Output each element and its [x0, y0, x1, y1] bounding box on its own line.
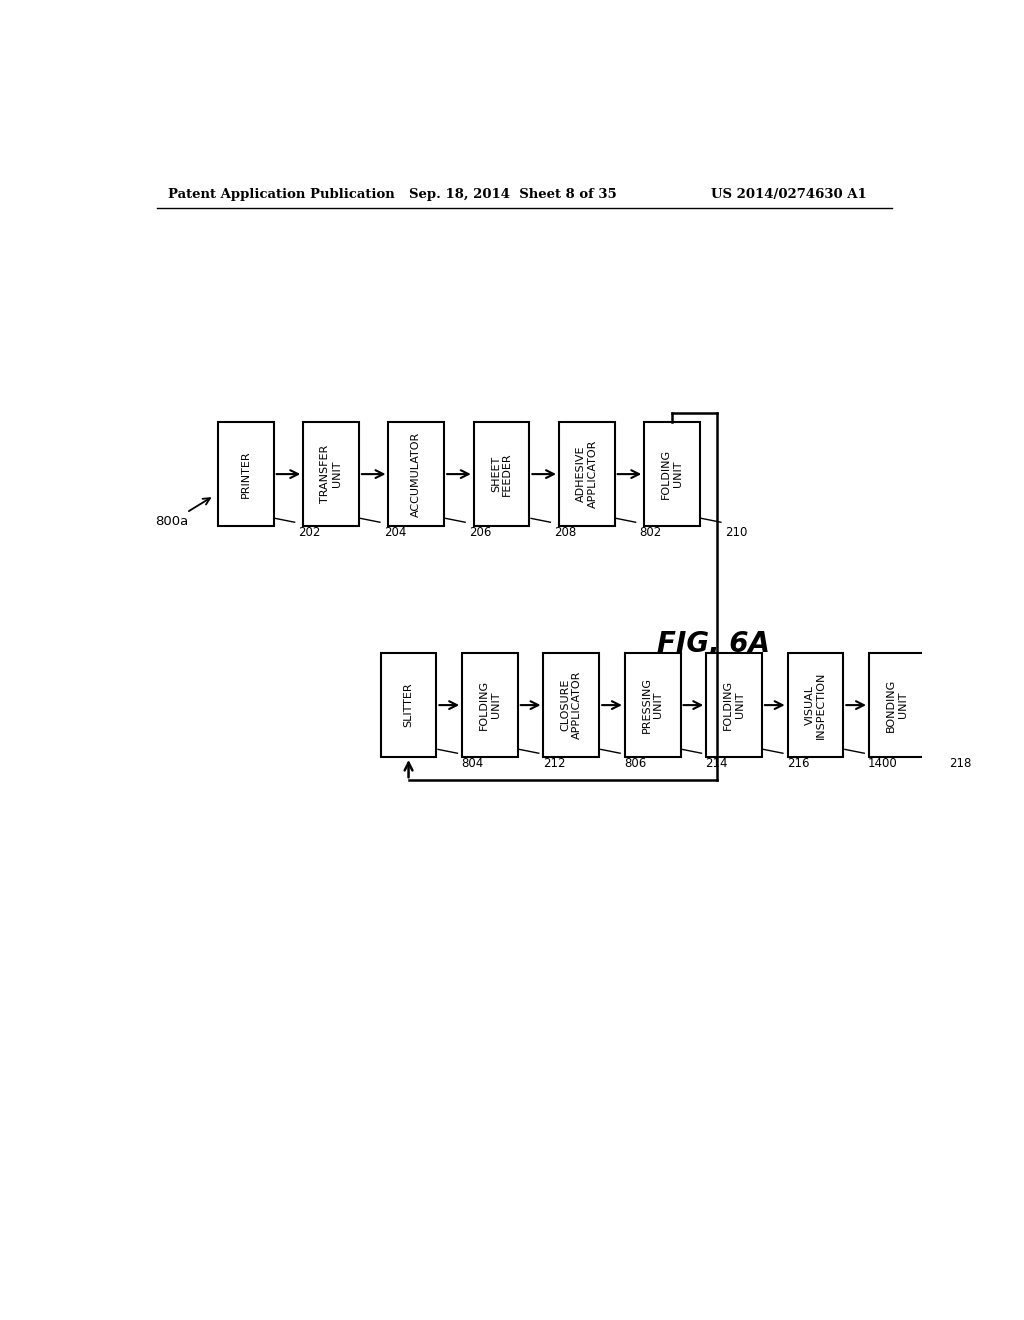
Text: 202: 202	[299, 527, 321, 539]
Text: PRINTER: PRINTER	[241, 450, 251, 498]
Bar	[707, 653, 762, 758]
Text: 208: 208	[554, 527, 577, 539]
Text: FOLDING
UNIT: FOLDING UNIT	[479, 680, 501, 730]
Text: PRESSING
UNIT: PRESSING UNIT	[642, 677, 664, 733]
Text: Patent Application Publication: Patent Application Publication	[168, 187, 395, 201]
Bar	[303, 422, 359, 527]
Text: 206: 206	[469, 527, 492, 539]
Text: FOLDING
UNIT: FOLDING UNIT	[723, 680, 744, 730]
Bar	[381, 653, 436, 758]
Text: US 2014/0274630 A1: US 2014/0274630 A1	[711, 187, 866, 201]
Bar	[544, 653, 599, 758]
Bar	[474, 422, 529, 527]
Bar	[388, 422, 444, 527]
Text: 218: 218	[949, 758, 972, 770]
Text: ACCUMULATOR: ACCUMULATOR	[412, 432, 421, 516]
Text: TRANSFER
UNIT: TRANSFER UNIT	[321, 445, 342, 503]
Bar	[869, 653, 925, 758]
Text: 802: 802	[640, 527, 662, 539]
Bar	[218, 422, 273, 527]
Text: 804: 804	[461, 758, 483, 770]
Text: CLOSURE
APPLICATOR: CLOSURE APPLICATOR	[560, 671, 582, 739]
Text: 806: 806	[624, 758, 646, 770]
Bar	[462, 653, 518, 758]
Bar	[625, 653, 681, 758]
Bar	[644, 422, 700, 527]
Text: FOLDING
UNIT: FOLDING UNIT	[662, 449, 683, 499]
Text: 204: 204	[384, 527, 407, 539]
Text: FIG. 6A: FIG. 6A	[656, 630, 770, 657]
Text: BONDING
UNIT: BONDING UNIT	[886, 678, 907, 731]
Text: 216: 216	[786, 758, 809, 770]
Text: VISUAL
INSPECTION: VISUAL INSPECTION	[805, 672, 826, 739]
Text: 212: 212	[543, 758, 565, 770]
Text: SLITTER: SLITTER	[403, 682, 414, 727]
Text: Sep. 18, 2014  Sheet 8 of 35: Sep. 18, 2014 Sheet 8 of 35	[409, 187, 616, 201]
Text: SHEET
FEEDER: SHEET FEEDER	[490, 453, 512, 496]
Text: 800a: 800a	[155, 498, 210, 528]
Text: 1400: 1400	[868, 758, 898, 770]
Text: 210: 210	[725, 527, 748, 539]
Text: 214: 214	[706, 758, 728, 770]
Bar	[559, 422, 614, 527]
Text: ADHESIVE
APPLICATOR: ADHESIVE APPLICATOR	[575, 440, 598, 508]
Bar	[787, 653, 844, 758]
